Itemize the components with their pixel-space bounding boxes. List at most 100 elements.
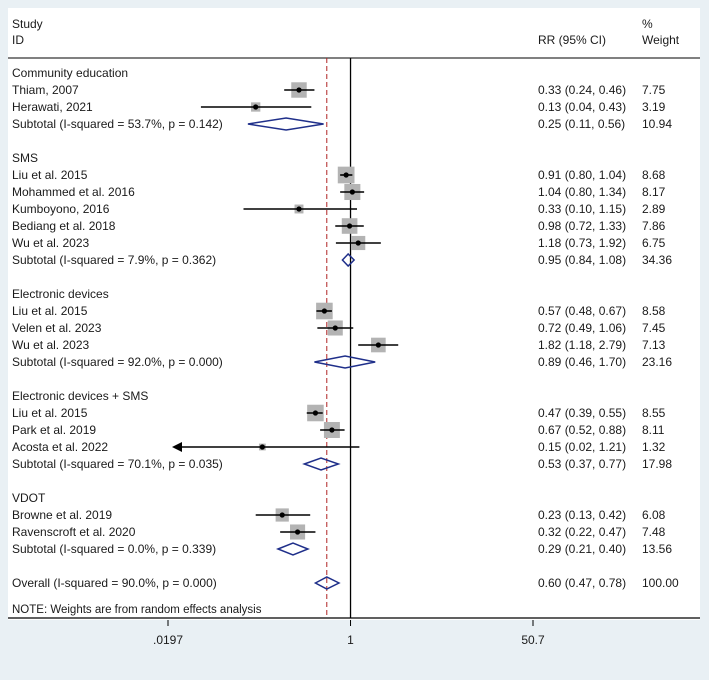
plot-layer bbox=[172, 58, 399, 618]
header-weight-percent: % bbox=[642, 17, 653, 31]
study-ci: 0.67 (0.52, 0.88) bbox=[538, 423, 626, 437]
study-label: Herawati, 2021 bbox=[12, 100, 93, 114]
subgroup-heading: Electronic devices bbox=[12, 287, 109, 301]
study-ci: 0.91 (0.80, 1.04) bbox=[538, 168, 626, 182]
study-weight: 7.86 bbox=[642, 219, 666, 233]
subgroup-heading: Community education bbox=[12, 66, 128, 80]
study-weight: 8.11 bbox=[642, 423, 665, 437]
header-id: ID bbox=[12, 33, 24, 47]
overall-label: Overall (I-squared = 90.0%, p = 0.000) bbox=[12, 576, 217, 590]
study-point-estimate bbox=[332, 325, 338, 331]
subtotal-weight: 23.16 bbox=[642, 355, 672, 369]
study-weight: 8.17 bbox=[642, 185, 666, 199]
subtotal-diamond bbox=[302, 457, 341, 471]
study-weight: 7.75 bbox=[642, 83, 666, 97]
study-ci: 0.13 (0.04, 0.43) bbox=[538, 100, 626, 114]
study-ci: 1.18 (0.73, 1.92) bbox=[538, 236, 626, 250]
study-weight: 6.08 bbox=[642, 508, 666, 522]
study-point-estimate bbox=[279, 512, 285, 518]
study-label: Bediang et al. 2018 bbox=[12, 219, 116, 233]
study-ci: 0.72 (0.49, 1.06) bbox=[538, 321, 626, 335]
study-point-estimate bbox=[329, 427, 335, 433]
study-weight: 8.58 bbox=[642, 304, 666, 318]
subtotal-diamond bbox=[247, 117, 324, 131]
study-ci: 1.04 (0.80, 1.34) bbox=[538, 185, 626, 199]
subtotal-ci: 0.95 (0.84, 1.08) bbox=[538, 253, 626, 267]
subtotal-ci: 0.53 (0.37, 0.77) bbox=[538, 457, 626, 471]
study-weight: 7.48 bbox=[642, 525, 666, 539]
study-label: Liu et al. 2015 bbox=[12, 168, 88, 182]
overall-diamond bbox=[313, 576, 341, 590]
x-axis: .0197 1 50.7 bbox=[153, 620, 545, 647]
study-weight: 7.45 bbox=[642, 321, 666, 335]
study-point-estimate bbox=[321, 308, 328, 314]
subtotal-diamond bbox=[314, 355, 376, 369]
study-ci: 0.47 (0.39, 0.55) bbox=[538, 406, 626, 420]
x-tick-label: .0197 bbox=[153, 633, 183, 647]
study-point-estimate bbox=[375, 342, 381, 348]
header-weight: Weight bbox=[642, 33, 680, 47]
study-ci: 0.57 (0.48, 0.67) bbox=[538, 304, 626, 318]
subtotal-diamond bbox=[341, 252, 356, 268]
subtotal-label: Subtotal (I-squared = 70.1%, p = 0.035) bbox=[12, 457, 223, 471]
study-point-estimate bbox=[296, 206, 302, 212]
study-ci: 0.98 (0.72, 1.33) bbox=[538, 219, 626, 233]
subtotal-weight: 34.36 bbox=[642, 253, 672, 267]
study-ci: 0.15 (0.02, 1.21) bbox=[538, 440, 626, 454]
study-point-estimate bbox=[355, 240, 361, 246]
study-label: Liu et al. 2015 bbox=[12, 304, 88, 318]
subtotal-label: Subtotal (I-squared = 53.7%, p = 0.142) bbox=[12, 117, 223, 131]
subgroup-heading: Electronic devices + SMS bbox=[12, 389, 148, 403]
study-label: Wu et al. 2023 bbox=[12, 338, 89, 352]
note-text: NOTE: Weights are from random effects an… bbox=[12, 604, 262, 616]
study-point-estimate bbox=[296, 87, 302, 93]
study-label: Acosta et al. 2022 bbox=[12, 440, 108, 454]
study-point-estimate bbox=[312, 410, 319, 416]
ci-truncation-arrow bbox=[172, 442, 182, 452]
study-weight: 6.75 bbox=[642, 236, 666, 250]
study-label: Browne et al. 2019 bbox=[12, 508, 112, 522]
study-label: Park et al. 2019 bbox=[12, 423, 96, 437]
forest-plot: Study ID RR (95% CI) % Weight Community … bbox=[8, 17, 700, 619]
subtotal-diamond bbox=[275, 542, 310, 556]
study-weight: 3.19 bbox=[642, 100, 666, 114]
subtotal-ci: 0.29 (0.21, 0.40) bbox=[538, 542, 626, 556]
subtotal-weight: 17.98 bbox=[642, 457, 672, 471]
study-label: Wu et al. 2023 bbox=[12, 236, 89, 250]
subtotal-label: Subtotal (I-squared = 92.0%, p = 0.000) bbox=[12, 355, 223, 369]
study-ci: 0.32 (0.22, 0.47) bbox=[538, 525, 626, 539]
study-label: Velen et al. 2023 bbox=[12, 321, 102, 335]
overall-weight: 100.00 bbox=[642, 576, 679, 590]
study-ci: 1.82 (1.18, 2.79) bbox=[538, 338, 626, 352]
overall-ci: 0.60 (0.47, 0.78) bbox=[538, 576, 626, 590]
x-tick-label: 1 bbox=[347, 633, 354, 647]
tick-layer: .0197 1 50.7 bbox=[153, 620, 545, 647]
study-label: Kumboyono, 2016 bbox=[12, 202, 110, 216]
subgroup-heading: VDOT bbox=[12, 491, 46, 505]
study-label: Ravenscroft et al. 2020 bbox=[12, 525, 136, 539]
forest-plot-panel: Study ID RR (95% CI) % Weight Community … bbox=[8, 8, 700, 620]
subtotal-label: Subtotal (I-squared = 0.0%, p = 0.339) bbox=[12, 542, 216, 556]
study-point-estimate bbox=[253, 104, 259, 110]
subtotal-weight: 10.94 bbox=[642, 117, 672, 131]
row-layer: Community education Thiam, 2007 0.33 (0.24… bbox=[12, 66, 679, 590]
study-label: Thiam, 2007 bbox=[12, 83, 79, 97]
x-tick-label: 50.7 bbox=[521, 633, 545, 647]
header-effect-label: RR (95% CI) bbox=[538, 33, 606, 47]
study-weight: 7.13 bbox=[642, 338, 666, 352]
subtotal-label: Subtotal (I-squared = 7.9%, p = 0.362) bbox=[12, 253, 216, 267]
study-point-estimate bbox=[349, 189, 355, 195]
header-study: Study bbox=[12, 17, 43, 31]
subtotal-weight: 13.56 bbox=[642, 542, 672, 556]
subtotal-ci: 0.25 (0.11, 0.56) bbox=[538, 117, 625, 131]
study-label: Mohammed et al. 2016 bbox=[12, 185, 135, 199]
study-ci: 0.23 (0.13, 0.42) bbox=[538, 508, 626, 522]
study-ci: 0.33 (0.24, 0.46) bbox=[538, 83, 626, 97]
study-label: Liu et al. 2015 bbox=[12, 406, 88, 420]
study-weight: 8.55 bbox=[642, 406, 666, 420]
study-point-estimate bbox=[343, 172, 349, 178]
study-ci: 0.33 (0.10, 1.15) bbox=[538, 202, 626, 216]
study-weight: 2.89 bbox=[642, 202, 666, 216]
subtotal-ci: 0.89 (0.46, 1.70) bbox=[538, 355, 626, 369]
